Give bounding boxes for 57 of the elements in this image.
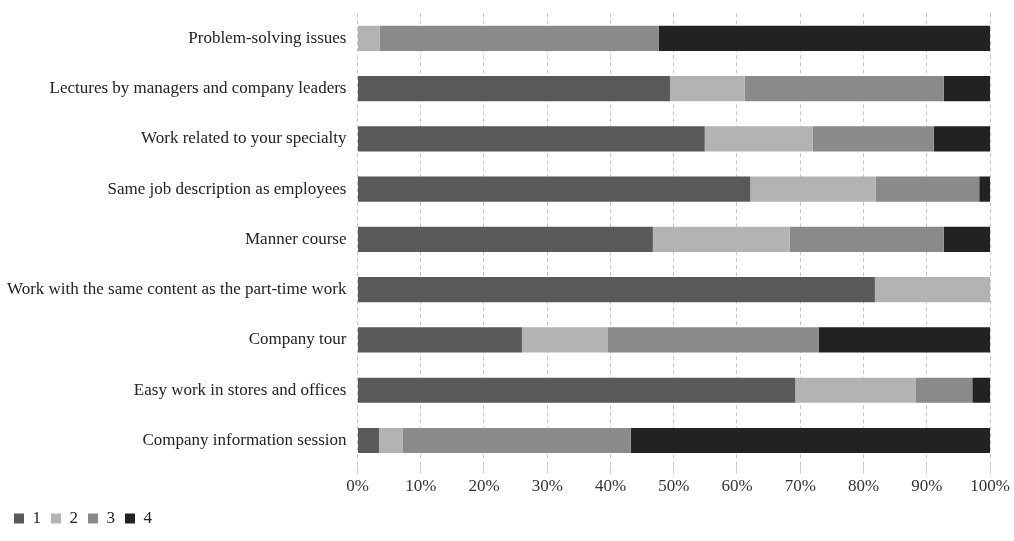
bar [357, 76, 670, 102]
bar [744, 76, 944, 102]
bar [979, 176, 990, 202]
bar [630, 427, 990, 454]
bar [658, 25, 990, 51]
y-tick-label: Company tour [248, 329, 347, 349]
bar [652, 226, 790, 252]
y-tick-label: Lectures by managers and company leaders [49, 78, 347, 98]
bar [972, 377, 990, 403]
bar [357, 176, 751, 202]
bar [357, 126, 705, 152]
y-tick-label: Work related to your specialty [141, 128, 347, 148]
bar [818, 327, 990, 353]
bar [874, 277, 990, 303]
y-tick-label: Same job description as employees [107, 178, 347, 198]
y-tick-label: Easy work in stores and offices [133, 379, 347, 399]
bar [607, 327, 819, 353]
bar [933, 126, 990, 152]
bar [357, 377, 796, 403]
bar [875, 176, 980, 202]
bar [943, 226, 990, 252]
x-tick-label: 40% [594, 476, 627, 496]
bar [357, 277, 875, 303]
bar [379, 25, 659, 51]
bar [789, 226, 944, 252]
bar [812, 126, 934, 152]
bar [357, 427, 379, 454]
x-tick-label: 20% [468, 476, 500, 496]
x-tick-label: 100% [970, 476, 1010, 496]
x-tick-label: 0% [346, 476, 369, 496]
y-tick-label: Manner course [244, 228, 347, 248]
x-tick-label: 30% [531, 476, 563, 496]
x-tick-label: 90% [911, 476, 943, 496]
bar [378, 427, 403, 454]
y-tick-label: Problem-solving issues [188, 27, 347, 47]
x-tick-label: 70% [784, 476, 816, 496]
bar [402, 427, 631, 454]
y-tick-label: Company information session [142, 429, 347, 449]
legend-label: 3 [106, 507, 115, 527]
bar [795, 377, 916, 403]
bar [669, 76, 745, 102]
x-tick-label: 50% [658, 476, 690, 496]
bar [943, 76, 990, 102]
bar [521, 327, 608, 353]
legend-label: 1 [32, 507, 41, 527]
bar [357, 327, 522, 353]
y-tick-label: Work with the same content as the part-time work [6, 279, 347, 299]
bar [704, 126, 813, 152]
x-tick-label: 60% [721, 476, 753, 496]
x-tick-label: 10% [405, 476, 437, 496]
bar [357, 226, 653, 252]
bar [357, 25, 380, 51]
legend-label: 4 [143, 507, 153, 527]
x-tick-label: 80% [847, 476, 880, 496]
legend-label: 2 [69, 507, 78, 527]
bar [916, 377, 973, 403]
bar [750, 176, 876, 202]
